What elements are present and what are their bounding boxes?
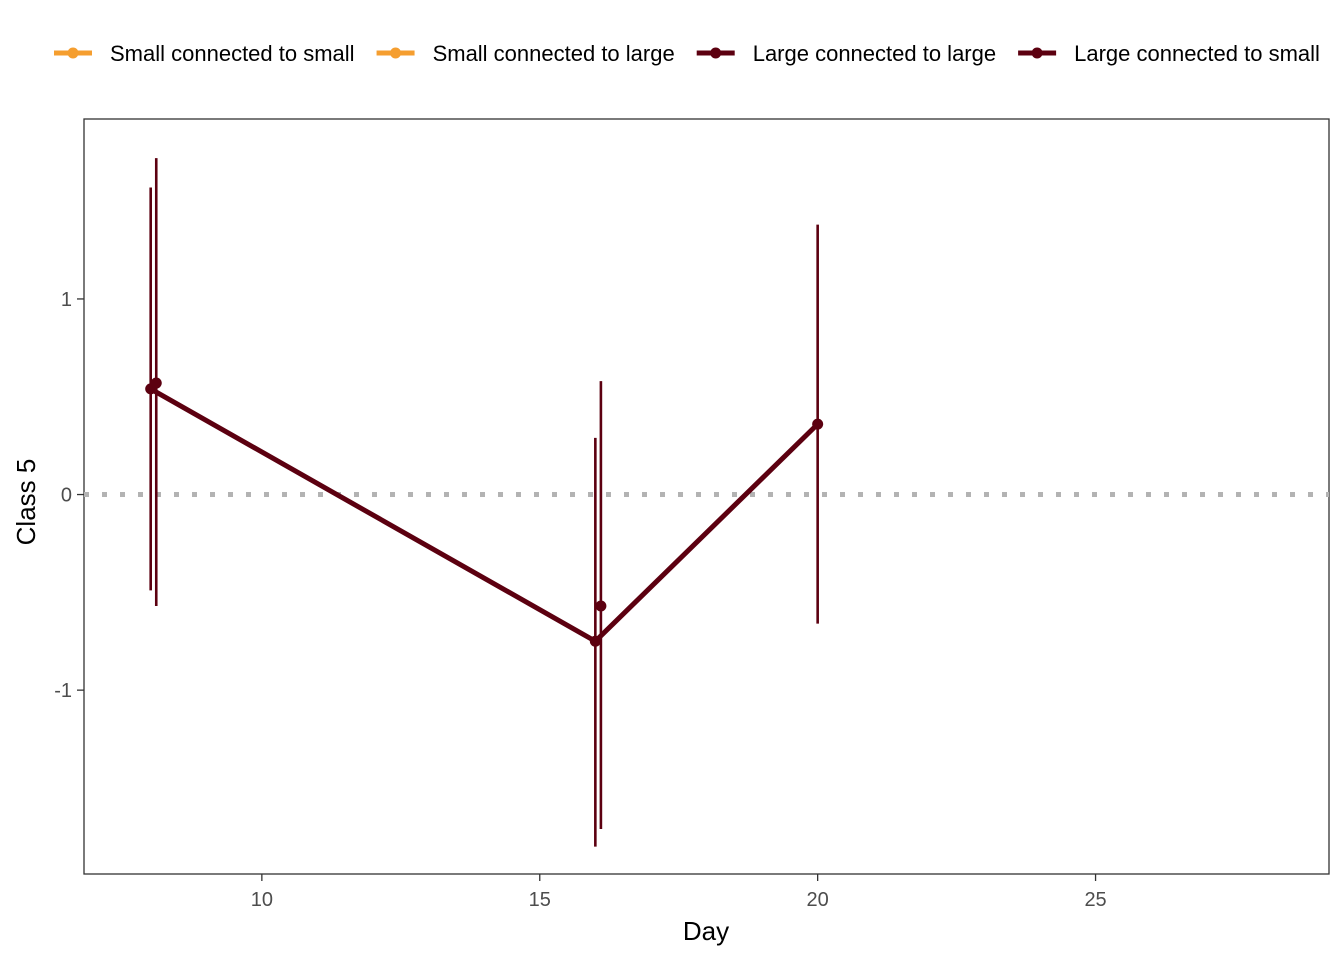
plot-panel: [83, 118, 1330, 875]
legend-label: Large connected to small: [1074, 41, 1320, 66]
legend-label: Small connected to small: [110, 41, 355, 66]
legend-item: Small connected to small: [54, 41, 355, 66]
x-tick-label: 20: [807, 889, 829, 911]
data-point: [812, 418, 824, 430]
legend-key-point: [67, 47, 79, 59]
legend-key-point: [1031, 47, 1043, 59]
data-point: [595, 600, 607, 612]
legend-label: Large connected to large: [753, 41, 996, 66]
y-axis: -1 0 1: [54, 289, 84, 702]
series: [145, 187, 824, 847]
data-point: [150, 377, 162, 389]
data-point: [589, 635, 601, 647]
legend-item: Large connected to small: [1018, 41, 1320, 66]
legend: Small connected to small Small connected …: [54, 41, 1320, 66]
x-axis-title: Day: [683, 916, 729, 946]
series: [150, 158, 607, 830]
legend-item: Small connected to large: [376, 41, 675, 66]
y-tick-label: 1: [61, 289, 72, 311]
series-layer: [145, 158, 824, 847]
x-tick-label: 25: [1084, 889, 1106, 911]
legend-label: Small connected to large: [433, 41, 675, 66]
x-tick-label: 15: [529, 889, 551, 911]
legend-item: Large connected to large: [696, 41, 996, 66]
x-tick-label: 10: [251, 889, 273, 911]
legend-key-point: [390, 47, 402, 59]
y-tick-label: 0: [61, 485, 72, 507]
x-axis: 10 15 20 25: [251, 874, 1107, 911]
legend-key-point: [710, 47, 722, 59]
y-axis-title: Class 5: [11, 459, 41, 546]
y-tick-label: -1: [54, 680, 72, 702]
